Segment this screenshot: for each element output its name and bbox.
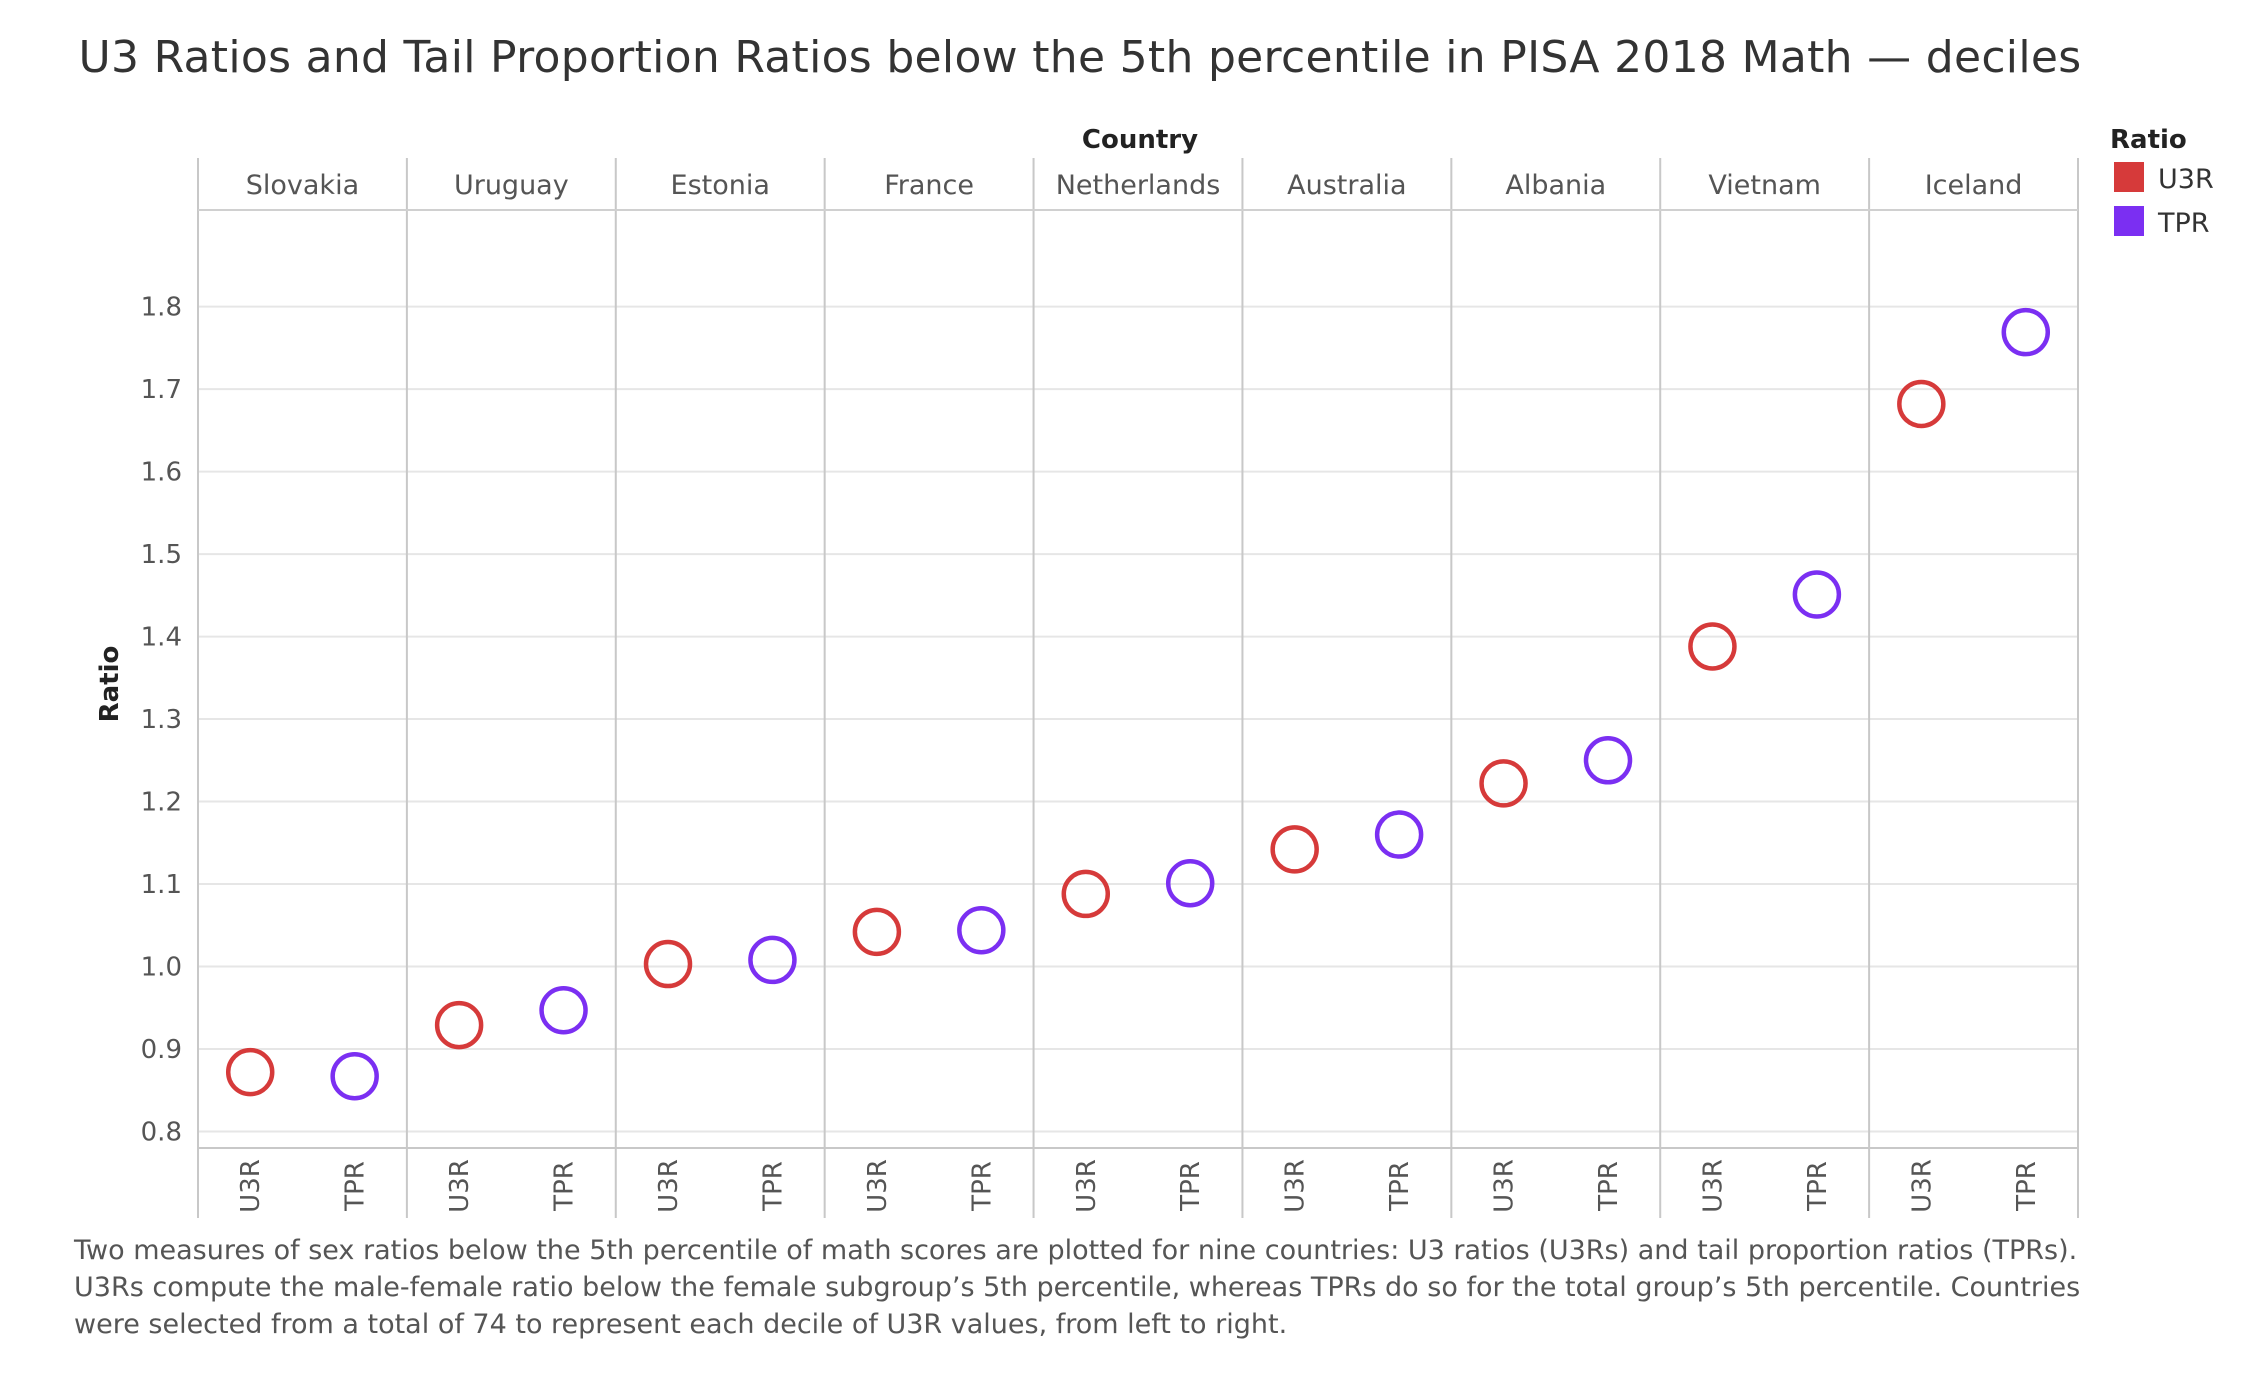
x-tick-label: U3R [1698,1159,1728,1213]
y-tick-label: 1.5 [141,540,182,570]
tpr-marker [957,905,1006,955]
country-header: Slovakia [246,170,359,201]
country-header: Vietnam [1708,170,1821,201]
data-markers [225,307,2051,1101]
x-tick-label: TPR [967,1161,997,1212]
x-tick-label: U3R [236,1159,266,1213]
country-header: France [884,170,974,201]
legend-swatch [2114,206,2144,236]
y-tick-label: 1.6 [141,458,182,488]
x-tick-label: U3R [445,1159,475,1213]
tpr-marker [1374,810,1424,859]
country-header: Albania [1505,170,1606,201]
column-header: Country [1082,125,1198,155]
country-header: Estonia [671,170,770,201]
y-tick-label: 1.8 [141,293,182,323]
country-header: Iceland [1925,170,2023,201]
chart-area: Slovakia Uruguay Estonia France Netherlands A… [95,125,2214,1218]
tpr-marker [1792,570,1842,619]
x-tick-label: TPR [1594,1161,1624,1212]
x-tick-label: TPR [341,1161,371,1212]
tpr-marker [1583,736,1633,785]
u3r-marker [852,907,902,957]
chart-title: U3 Ratios and Tail Proportion Ratios bel… [78,32,2082,83]
x-tick-label: U3R [654,1159,684,1213]
gridlines [198,305,2078,1133]
legend: Ratio U3R TPR [2110,125,2214,239]
x-tick-label: TPR [1803,1161,1833,1212]
tpr-marker [1165,858,1215,908]
u3r-marker [643,939,693,989]
y-tick-label: 1.2 [141,788,182,818]
y-tick-label: 1.0 [141,953,182,983]
y-tick-label: 1.7 [141,375,182,405]
y-tick-label: 0.8 [141,1118,182,1148]
country-header: Uruguay [454,170,569,201]
axes: 0.8 0.9 1.0 1.1 1.2 1.3 1.4 1.5 1.6 1.7 1.8 Country… [95,125,2078,1213]
country-header: Netherlands [1056,170,1221,201]
country-header: Australia [1287,170,1406,201]
x-tick-label: TPR [1176,1161,1206,1212]
y-tick-label: 1.3 [141,705,182,735]
legend-label: TPR [2157,208,2210,239]
chart-caption: Two measures of sex ratios below the 5th… [74,1235,2081,1340]
x-tick-label: TPR [1385,1161,1415,1212]
u3r-marker [1270,825,1319,874]
u3r-marker [1897,379,1946,429]
u3r-marker [225,1047,275,1097]
legend-title: Ratio [2110,125,2187,155]
tpr-marker [748,935,797,985]
tpr-marker [539,985,588,1035]
legend-swatch [2114,162,2144,192]
y-tick-label: 1.1 [141,870,182,900]
legend-label: U3R [2158,164,2214,195]
u3r-marker [1061,869,1111,919]
x-tick-label: U3R [1490,1159,1520,1213]
u3r-marker [1479,759,1528,808]
x-tick-label: U3R [1907,1159,1937,1213]
y-tick-label: 0.9 [141,1035,182,1065]
x-tick-label: TPR [550,1161,580,1212]
x-tick-label: U3R [1072,1159,1102,1213]
x-tick-label: U3R [863,1159,893,1213]
y-tick-label: 1.4 [141,623,182,653]
tpr-marker [2001,307,2051,357]
x-tick-label: TPR [2012,1161,2042,1212]
x-tick-label: TPR [758,1161,788,1212]
x-tick-label: U3R [1281,1159,1311,1213]
y-axis-title: Ratio [95,646,125,723]
country-panels: Slovakia Uruguay Estonia France Netherlands A… [197,158,2079,1218]
u3r-marker [1688,622,1737,671]
u3r-marker [434,1000,484,1050]
tpr-marker [330,1051,379,1101]
